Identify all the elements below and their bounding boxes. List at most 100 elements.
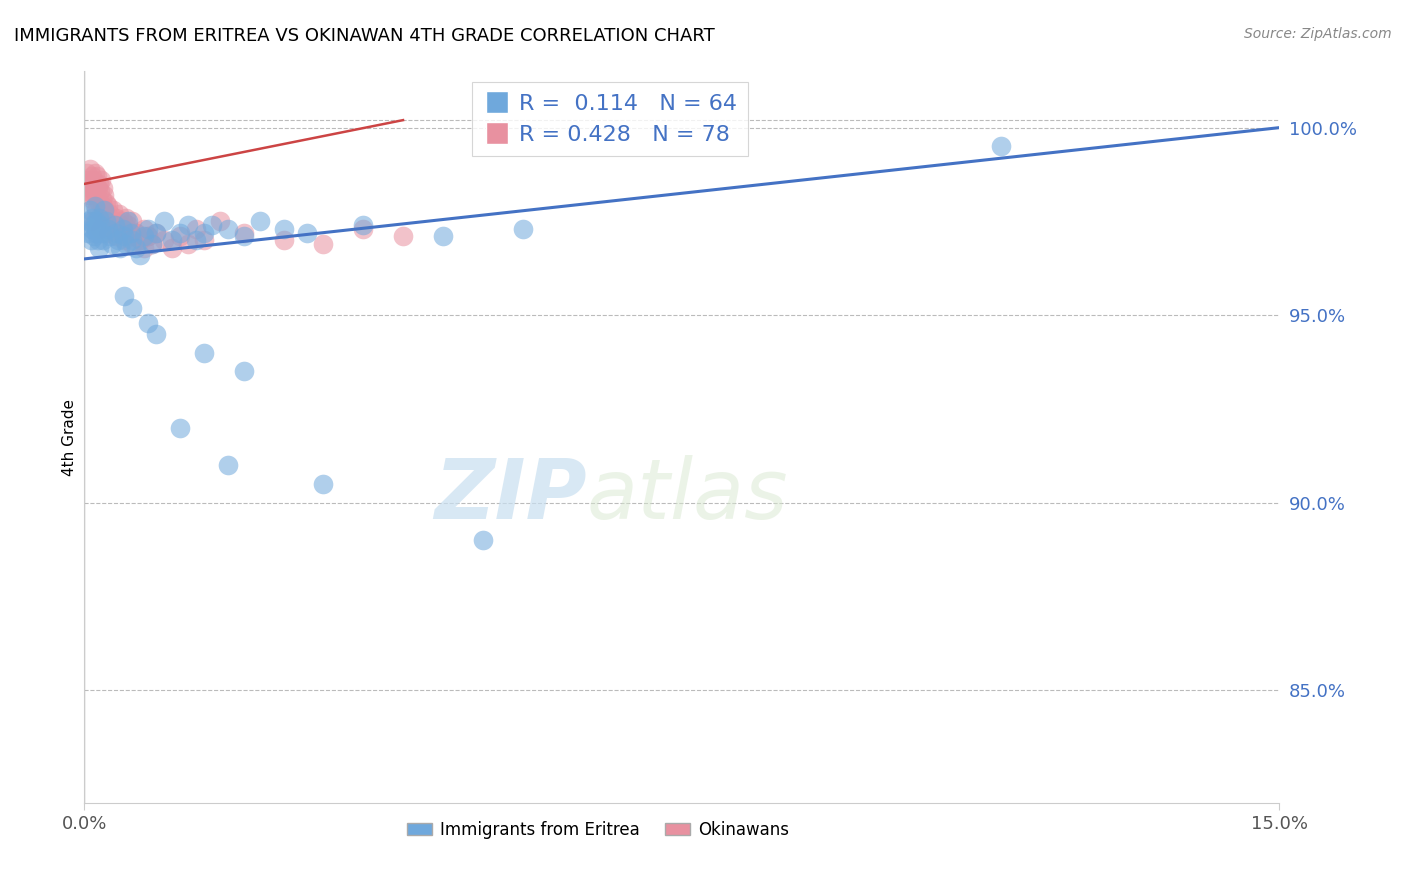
- Point: [129, 248, 152, 262]
- Point: [117, 222, 139, 236]
- Point: [89, 185, 111, 199]
- Point: [80, 180, 103, 194]
- Point: [77, 173, 100, 187]
- Point: [83, 188, 105, 202]
- Point: [83, 229, 105, 244]
- Point: [87, 233, 110, 247]
- Point: [112, 233, 135, 247]
- Point: [184, 222, 207, 236]
- Point: [120, 229, 142, 244]
- Point: [201, 218, 224, 232]
- Point: [90, 192, 112, 206]
- Point: [82, 218, 104, 232]
- Point: [82, 173, 104, 187]
- Point: [121, 236, 143, 251]
- Point: [121, 301, 143, 315]
- Point: [90, 173, 112, 187]
- Point: [83, 185, 105, 199]
- Point: [76, 185, 98, 199]
- Point: [90, 226, 112, 240]
- Point: [86, 169, 108, 184]
- Point: [83, 166, 105, 180]
- Point: [104, 218, 127, 232]
- Point: [160, 233, 183, 247]
- Point: [120, 226, 142, 240]
- Point: [82, 211, 104, 225]
- Point: [89, 211, 111, 225]
- Point: [129, 233, 152, 247]
- Point: [98, 211, 121, 225]
- Point: [83, 199, 105, 213]
- Point: [111, 214, 134, 228]
- Point: [471, 533, 494, 548]
- Point: [145, 226, 167, 240]
- Point: [84, 177, 107, 191]
- Point: [89, 218, 111, 232]
- Point: [145, 226, 167, 240]
- Point: [77, 188, 100, 202]
- Point: [87, 241, 110, 255]
- Point: [297, 226, 319, 240]
- Point: [75, 177, 97, 191]
- Point: [87, 180, 110, 194]
- Point: [169, 226, 191, 240]
- Point: [110, 218, 132, 232]
- Point: [112, 229, 135, 244]
- Point: [110, 241, 132, 255]
- Point: [93, 203, 115, 218]
- Point: [94, 203, 117, 218]
- Point: [80, 169, 103, 184]
- Point: [86, 188, 108, 202]
- Point: [136, 229, 159, 244]
- Point: [512, 222, 534, 236]
- Point: [169, 229, 191, 244]
- Point: [117, 218, 139, 232]
- Point: [141, 236, 163, 251]
- Y-axis label: 4th Grade: 4th Grade: [62, 399, 77, 475]
- Point: [193, 226, 215, 240]
- Point: [96, 211, 118, 225]
- Point: [97, 222, 120, 236]
- Point: [86, 214, 108, 228]
- Text: ZIP: ZIP: [433, 455, 586, 536]
- Point: [169, 420, 191, 434]
- Text: IMMIGRANTS FROM ERITREA VS OKINAWAN 4TH GRADE CORRELATION CHART: IMMIGRANTS FROM ERITREA VS OKINAWAN 4TH …: [14, 27, 714, 45]
- Point: [112, 289, 135, 303]
- Point: [184, 233, 207, 247]
- Point: [177, 218, 200, 232]
- Point: [392, 229, 415, 244]
- Point: [217, 458, 239, 473]
- Point: [141, 236, 163, 251]
- Point: [121, 233, 143, 247]
- Point: [132, 241, 156, 255]
- Point: [217, 222, 239, 236]
- Point: [91, 180, 114, 194]
- Point: [125, 226, 148, 240]
- Point: [125, 226, 148, 240]
- Point: [114, 236, 136, 251]
- Point: [193, 345, 215, 359]
- Text: atlas: atlas: [586, 455, 787, 536]
- Point: [93, 188, 115, 202]
- Point: [136, 229, 159, 244]
- Point: [98, 229, 121, 244]
- Point: [105, 211, 128, 225]
- Point: [114, 211, 136, 225]
- Point: [93, 233, 115, 247]
- Point: [93, 199, 115, 213]
- Point: [105, 229, 128, 244]
- Point: [79, 203, 101, 218]
- Point: [89, 222, 111, 236]
- Point: [132, 229, 156, 244]
- Point: [177, 236, 200, 251]
- Point: [82, 214, 104, 228]
- Point: [98, 207, 121, 221]
- Point: [93, 211, 115, 225]
- Point: [352, 222, 374, 236]
- Point: [94, 195, 117, 210]
- Point: [80, 222, 103, 236]
- Point: [129, 233, 152, 247]
- Point: [145, 326, 167, 341]
- Text: Source: ZipAtlas.com: Source: ZipAtlas.com: [1244, 27, 1392, 41]
- Point: [117, 214, 139, 228]
